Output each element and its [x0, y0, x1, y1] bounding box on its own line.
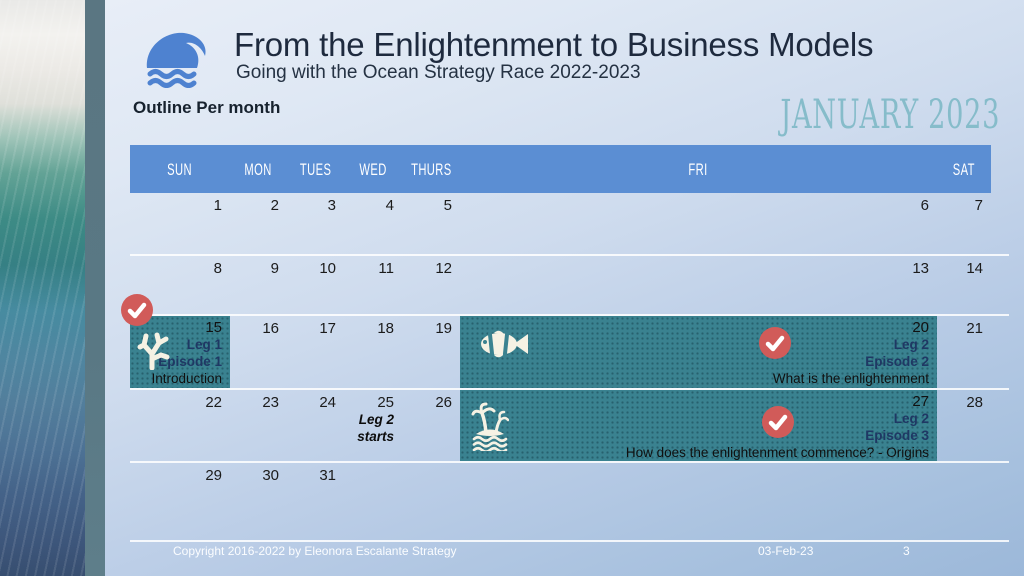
day-cell: 30 [262, 467, 279, 484]
footer-divider [130, 540, 1009, 542]
day-number: 27 [912, 393, 929, 410]
weekday-tues: TUES [299, 159, 332, 179]
checkmark-icon [762, 406, 794, 438]
ocean-wave-photo [0, 0, 85, 576]
day-cell: 31 [319, 467, 336, 484]
palm-island-icon [471, 402, 509, 451]
day-cell-25: 25 Leg 2 starts [344, 390, 402, 461]
clownfish-icon [481, 330, 528, 358]
day-cell: 9 [270, 260, 279, 277]
day-cell: 7 [974, 197, 983, 214]
day-cell: 23 [262, 394, 279, 411]
day-number: 20 [912, 319, 929, 336]
calendar-week-row: 29 30 31 [130, 463, 1009, 520]
day-cell: 4 [385, 197, 394, 214]
event-cell-day-15: 15 Leg 1 Episode 1 Introduction [130, 316, 230, 388]
day-cell: 8 [213, 260, 222, 277]
weekday-sat: SAT [952, 159, 976, 179]
day-cell: 2 [270, 197, 279, 214]
event-episode: Episode 2 [865, 354, 929, 369]
calendar-week-row: 22 23 24 25 Leg 2 starts 26 [130, 390, 1009, 463]
slide-subtitle: Going with the Ocean Strategy Race 2022-… [236, 62, 641, 83]
event-description: Introduction [151, 371, 222, 386]
weekday-header-row: SUN MON TUES WED THURS FRI SAT [130, 145, 991, 193]
wave-logo-icon [146, 32, 206, 88]
day-cell: 13 [912, 260, 929, 277]
day-cell-empty [402, 463, 460, 520]
day-cell: 14 [966, 260, 983, 277]
day-cell: 19 [435, 320, 452, 337]
day-cell: 22 [205, 394, 222, 411]
coral-icon [137, 332, 170, 370]
slide-title: From the Enlightenment to Business Model… [234, 26, 874, 63]
weekday-fri: FRI [688, 159, 709, 179]
leg-start-note: Leg 2 [358, 412, 394, 427]
section-heading: Outline Per month [133, 98, 281, 117]
month-label: JANUARY 2023 [780, 92, 1000, 138]
footer-copyright: Copyright 2016-2022 by Eleonora Escalant… [173, 544, 457, 558]
weekday-wed: WED [359, 159, 387, 179]
calendar-week-row: 8 9 10 11 12 13 14 [130, 256, 1009, 316]
day-number: 25 [377, 394, 394, 411]
day-cell-empty [937, 463, 1009, 520]
day-cell-empty [344, 463, 402, 520]
vertical-accent-bar [85, 0, 105, 576]
leg-start-note: starts [357, 429, 394, 444]
day-cell: 24 [319, 394, 336, 411]
event-description: How does the enlightenment commence? - O… [625, 445, 929, 460]
day-cell: 11 [378, 260, 394, 277]
event-episode: Episode 3 [865, 428, 929, 443]
day-cell: 1 [213, 197, 222, 214]
day-cell: 6 [920, 197, 929, 214]
event-episode: Episode 1 [158, 354, 222, 369]
day-cell: 10 [319, 260, 336, 277]
calendar-week-row: 15 Leg 1 Episode 1 Introduction 16 17 18… [130, 316, 1009, 390]
footer-page-number: 3 [903, 544, 910, 558]
weekday-thurs: THURS [410, 159, 452, 179]
footer-date: 03-Feb-23 [758, 544, 814, 558]
day-cell: 17 [319, 320, 336, 337]
checkmark-icon [121, 294, 153, 326]
day-cell: 26 [435, 394, 452, 411]
day-cell: 28 [966, 394, 983, 411]
event-cell-day-20: 20 Leg 2 Episode 2 What is the enlighten… [460, 316, 937, 388]
event-leg: Leg 2 [893, 411, 929, 426]
weekday-mon: MON [244, 159, 273, 179]
day-cell: 16 [262, 320, 279, 337]
day-cell: 18 [377, 320, 394, 337]
day-number: 15 [205, 319, 222, 336]
event-leg: Leg 2 [893, 337, 929, 352]
day-cell-empty [460, 463, 937, 520]
day-cell: 29 [205, 467, 222, 484]
event-leg: Leg 1 [186, 337, 222, 352]
calendar-week-row: 1 2 3 4 5 6 7 [130, 193, 1009, 256]
day-cell: 5 [443, 197, 452, 214]
event-description: What is the enlightenment [772, 371, 929, 386]
calendar-grid: SUN MON TUES WED THURS FRI SAT 1 2 3 4 5… [130, 145, 1009, 520]
checkmark-icon [759, 327, 791, 359]
day-cell: 12 [435, 260, 452, 277]
event-cell-day-27: 27 Leg 2 Episode 3 How does the enlighte… [460, 390, 937, 461]
day-cell: 3 [327, 197, 336, 214]
day-cell: 21 [966, 320, 983, 337]
weekday-sun: SUN [167, 159, 193, 179]
